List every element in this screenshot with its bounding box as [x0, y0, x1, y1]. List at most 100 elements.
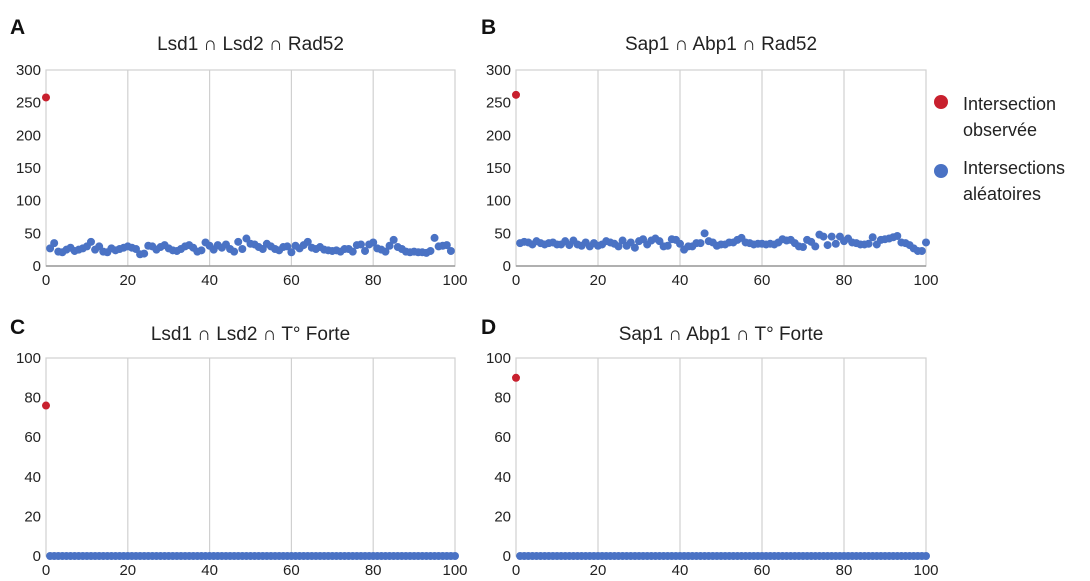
y-tick-label: 50 — [24, 225, 41, 242]
y-tick-label: 60 — [24, 429, 41, 446]
random-point — [389, 235, 398, 244]
x-tick-label: 100 — [913, 272, 938, 289]
legend-observed-marker — [934, 95, 948, 109]
random-point — [197, 246, 206, 255]
random-point — [451, 552, 459, 560]
x-tick-label: 20 — [119, 272, 136, 289]
y-tick-label: 50 — [494, 225, 511, 242]
random-point — [630, 243, 639, 252]
y-tick-label: 40 — [24, 469, 41, 486]
legend-observed-label-line2: observée — [963, 120, 1037, 140]
random-point — [283, 242, 292, 251]
panel-c: C Lsd1 ∩ Lsd2 ∩ T° Forte 0 20 40 60 80 100 0 20 40… — [10, 316, 468, 579]
random-point — [893, 231, 902, 240]
x-tick-label: 40 — [672, 272, 689, 289]
random-point — [234, 237, 243, 246]
x-tick-label: 20 — [590, 562, 607, 579]
x-tick-label: 100 — [442, 272, 467, 289]
panel-letter: C — [10, 316, 25, 339]
random-point — [700, 229, 709, 238]
random-point — [385, 241, 394, 250]
y-tick-label: 150 — [16, 160, 41, 177]
random-point — [868, 233, 877, 242]
random-point — [676, 239, 684, 248]
y-tick-label: 300 — [486, 62, 511, 79]
panel-d: D Sap1 ∩ Abp1 ∩ T° Forte 0 20 40 60 80 100 0 20 40… — [481, 316, 939, 579]
random-point — [446, 246, 455, 255]
y-tick-label: 300 — [16, 62, 41, 79]
x-tick-label: 100 — [442, 562, 467, 579]
x-tick-label: 80 — [836, 562, 853, 579]
panel-title: Lsd1 ∩ Lsd2 ∩ T° Forte — [151, 324, 350, 345]
observed-point — [512, 373, 520, 382]
x-tick-label: 60 — [754, 562, 771, 579]
x-tick-label: 100 — [913, 562, 938, 579]
observed-point — [42, 401, 50, 410]
plot-frame — [515, 69, 927, 267]
random-point — [614, 242, 623, 251]
random-point — [696, 239, 705, 248]
random-point — [381, 247, 390, 256]
random-point — [663, 241, 672, 250]
x-tick-label: 60 — [283, 272, 300, 289]
random-point — [917, 246, 926, 255]
y-tick-label: 100 — [16, 193, 41, 210]
y-tick-label: 250 — [16, 95, 41, 112]
legend-random-label-line2: aléatoires — [963, 184, 1041, 204]
legend: Intersection observée Intersections aléa… — [934, 94, 1065, 204]
panel-title: Sap1 ∩ Abp1 ∩ T° Forte — [619, 324, 824, 345]
random-point — [287, 248, 296, 257]
observed-point — [42, 93, 50, 102]
x-tick-label: 0 — [42, 562, 50, 579]
random-point — [426, 246, 435, 255]
plot-frame — [45, 357, 456, 557]
random-point — [823, 241, 832, 250]
y-tick-label: 0 — [503, 258, 511, 275]
y-tick-label: 0 — [503, 548, 511, 565]
y-tick-label: 250 — [486, 95, 511, 112]
panel-letter: B — [481, 16, 496, 39]
y-tick-label: 40 — [494, 469, 511, 486]
random-point — [799, 243, 807, 252]
y-tick-label: 80 — [494, 390, 511, 407]
random-point — [827, 232, 836, 241]
x-tick-label: 0 — [42, 272, 50, 289]
x-tick-label: 60 — [283, 562, 300, 579]
random-point — [140, 249, 149, 258]
y-tick-label: 80 — [24, 390, 41, 407]
y-tick-label: 100 — [16, 350, 41, 367]
random-point — [50, 239, 59, 248]
x-tick-label: 0 — [512, 272, 520, 289]
x-tick-label: 40 — [201, 562, 218, 579]
y-tick-label: 0 — [33, 258, 41, 275]
x-tick-label: 40 — [672, 562, 689, 579]
y-tick-label: 150 — [486, 160, 511, 177]
random-point — [86, 237, 95, 246]
random-point — [369, 238, 378, 247]
panel-letter: D — [481, 316, 496, 339]
x-tick-label: 80 — [365, 562, 382, 579]
panel-title: Sap1 ∩ Abp1 ∩ Rad52 — [625, 34, 817, 55]
y-tick-label: 60 — [494, 429, 511, 446]
observed-point — [512, 90, 520, 99]
y-tick-label: 100 — [486, 350, 511, 367]
random-point — [922, 552, 930, 560]
panel-letter: A — [10, 16, 25, 39]
y-tick-label: 100 — [486, 193, 511, 210]
random-point — [303, 237, 312, 246]
plot-frame — [515, 357, 927, 557]
panel-title: Lsd1 ∩ Lsd2 ∩ Rad52 — [157, 34, 344, 55]
random-point — [819, 232, 828, 241]
y-tick-label: 200 — [486, 127, 511, 144]
x-tick-label: 80 — [365, 272, 382, 289]
y-tick-label: 20 — [24, 508, 41, 525]
x-tick-label: 20 — [590, 272, 607, 289]
x-tick-label: 80 — [836, 272, 853, 289]
x-tick-label: 60 — [754, 272, 771, 289]
random-point — [922, 238, 930, 247]
y-tick-label: 20 — [494, 508, 511, 525]
random-point — [238, 245, 247, 254]
x-tick-label: 40 — [201, 272, 218, 289]
random-point — [356, 240, 365, 249]
